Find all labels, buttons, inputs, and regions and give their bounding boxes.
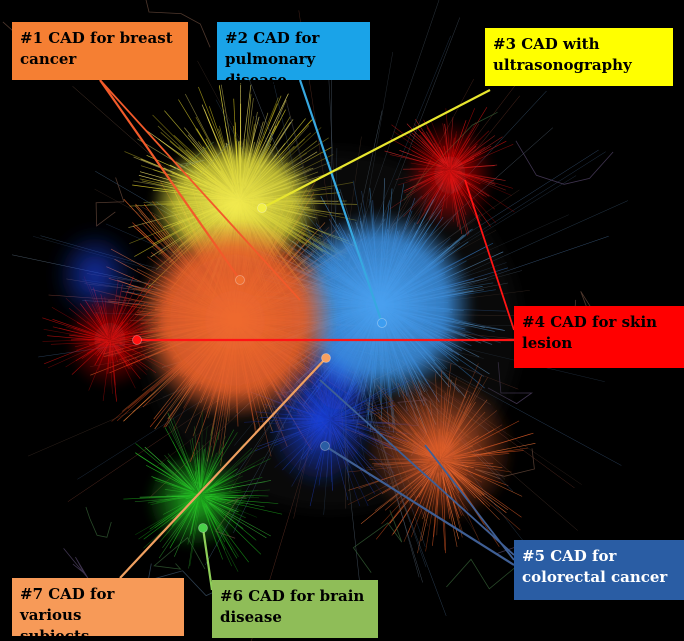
cluster-dot-7 <box>321 353 331 363</box>
cluster-label-5: #5 CAD for colorectal cancer <box>514 540 684 600</box>
callout-line-5 <box>324 445 515 566</box>
callout-line-4 <box>464 179 515 331</box>
cluster-dot-3 <box>257 203 267 213</box>
cluster-dot-5 <box>320 441 330 451</box>
callout-line-2 <box>298 79 384 324</box>
callout-line-5 <box>424 444 515 561</box>
cluster-center-dots <box>132 203 387 533</box>
callout-line-1 <box>99 79 241 281</box>
callout-line-6 <box>201 527 214 591</box>
cluster-dot-4 <box>132 335 142 345</box>
cluster-label-4: #4 CAD for skin lesion <box>514 306 684 368</box>
cluster-label-2: #2 CAD for pulmonary disease <box>217 22 370 89</box>
cluster-blobs <box>55 120 520 550</box>
callout-lines <box>99 79 515 591</box>
callout-line-7 <box>119 357 327 579</box>
cluster-dot-1 <box>235 275 245 285</box>
cluster-dot-6 <box>198 523 208 533</box>
callout-line-3 <box>261 89 491 209</box>
cluster-dot-2 <box>377 318 387 328</box>
callout-line-1 <box>99 79 301 301</box>
cluster-label-3: #3 CAD with ultrasonography <box>485 28 673 86</box>
cluster-label-6: #6 CAD for brain disease <box>212 580 378 638</box>
cluster-label-1: #1 CAD for breast cancer <box>12 22 188 80</box>
cluster-label-7: #7 CAD for various subjects <box>12 578 184 641</box>
callout-line-5 <box>319 379 515 556</box>
